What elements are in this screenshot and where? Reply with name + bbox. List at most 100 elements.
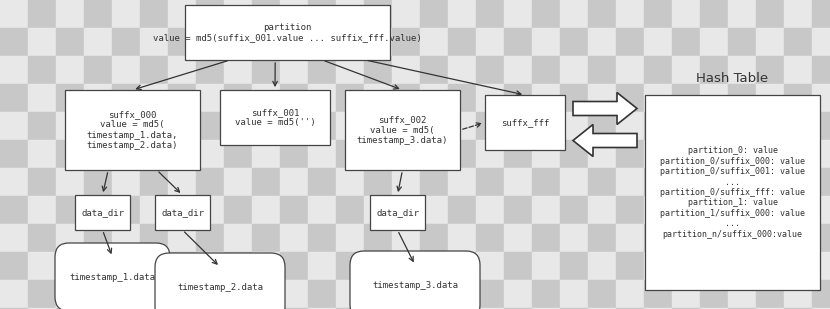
- Bar: [364, 84, 392, 112]
- Bar: [700, 252, 728, 280]
- Bar: [168, 84, 196, 112]
- Bar: [504, 140, 532, 168]
- Bar: [252, 140, 280, 168]
- Bar: [448, 224, 476, 252]
- Bar: [196, 84, 224, 112]
- Bar: [700, 112, 728, 140]
- Bar: [784, 84, 812, 112]
- Bar: [476, 28, 504, 56]
- Bar: [756, 308, 784, 309]
- Bar: [0, 28, 28, 56]
- Bar: [784, 28, 812, 56]
- Bar: [644, 84, 672, 112]
- Bar: [308, 224, 336, 252]
- Bar: [812, 0, 830, 28]
- PathPatch shape: [573, 125, 637, 156]
- Bar: [728, 168, 756, 196]
- Bar: [140, 196, 168, 224]
- Bar: [672, 308, 700, 309]
- Bar: [224, 308, 252, 309]
- Text: suffx_001
value = md5(''): suffx_001 value = md5(''): [235, 108, 315, 127]
- Bar: [812, 28, 830, 56]
- Bar: [336, 308, 364, 309]
- Bar: [224, 56, 252, 84]
- Bar: [812, 140, 830, 168]
- Bar: [588, 280, 616, 308]
- Bar: [448, 168, 476, 196]
- Bar: [700, 224, 728, 252]
- Bar: [700, 168, 728, 196]
- Bar: [616, 280, 644, 308]
- Bar: [112, 308, 140, 309]
- Bar: [168, 168, 196, 196]
- Bar: [588, 28, 616, 56]
- Bar: [308, 196, 336, 224]
- Bar: [700, 308, 728, 309]
- Bar: [168, 28, 196, 56]
- Bar: [420, 140, 448, 168]
- Bar: [308, 112, 336, 140]
- Bar: [420, 252, 448, 280]
- Bar: [196, 224, 224, 252]
- Bar: [392, 168, 420, 196]
- Bar: [504, 56, 532, 84]
- Bar: [700, 0, 728, 28]
- Bar: [728, 0, 756, 28]
- FancyBboxPatch shape: [155, 195, 210, 230]
- Bar: [224, 196, 252, 224]
- Bar: [308, 252, 336, 280]
- Bar: [364, 196, 392, 224]
- Bar: [336, 140, 364, 168]
- Bar: [112, 28, 140, 56]
- Bar: [784, 280, 812, 308]
- Bar: [476, 280, 504, 308]
- Bar: [140, 56, 168, 84]
- Bar: [532, 224, 560, 252]
- Bar: [420, 280, 448, 308]
- Bar: [728, 28, 756, 56]
- Bar: [448, 140, 476, 168]
- Bar: [392, 28, 420, 56]
- Bar: [784, 140, 812, 168]
- Bar: [812, 84, 830, 112]
- Bar: [252, 280, 280, 308]
- Bar: [420, 84, 448, 112]
- Bar: [308, 140, 336, 168]
- Bar: [420, 308, 448, 309]
- Bar: [336, 168, 364, 196]
- Bar: [504, 0, 532, 28]
- Bar: [140, 84, 168, 112]
- Bar: [112, 252, 140, 280]
- Bar: [532, 308, 560, 309]
- Bar: [196, 308, 224, 309]
- Bar: [84, 112, 112, 140]
- Bar: [672, 56, 700, 84]
- Bar: [140, 112, 168, 140]
- Bar: [224, 168, 252, 196]
- Bar: [168, 112, 196, 140]
- Bar: [532, 196, 560, 224]
- Bar: [252, 56, 280, 84]
- Bar: [532, 280, 560, 308]
- Bar: [196, 56, 224, 84]
- Bar: [140, 140, 168, 168]
- Bar: [756, 84, 784, 112]
- Bar: [392, 280, 420, 308]
- Bar: [0, 0, 28, 28]
- Bar: [280, 252, 308, 280]
- Bar: [0, 252, 28, 280]
- Bar: [28, 56, 56, 84]
- Bar: [616, 28, 644, 56]
- Bar: [476, 112, 504, 140]
- Bar: [308, 28, 336, 56]
- Bar: [644, 28, 672, 56]
- Bar: [728, 196, 756, 224]
- Bar: [672, 84, 700, 112]
- Bar: [308, 84, 336, 112]
- Bar: [700, 28, 728, 56]
- Bar: [196, 112, 224, 140]
- Bar: [532, 140, 560, 168]
- Bar: [476, 0, 504, 28]
- Bar: [224, 0, 252, 28]
- Bar: [364, 112, 392, 140]
